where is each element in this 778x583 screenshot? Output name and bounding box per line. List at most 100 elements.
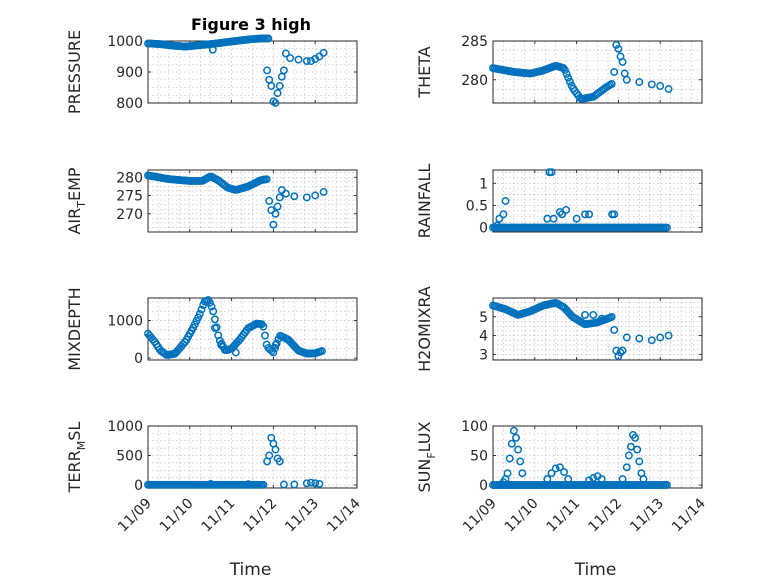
data-point	[263, 66, 272, 75]
data-point	[290, 192, 299, 201]
data-point	[290, 480, 299, 489]
x-tick-label: 11/10	[157, 496, 197, 536]
y-tick-label: 4	[479, 329, 488, 345]
y-tick-label: 1000	[107, 419, 143, 435]
data-point	[597, 475, 606, 484]
y-tick-label: 275	[116, 189, 143, 205]
axes-border	[147, 169, 358, 233]
data-point	[281, 49, 290, 58]
axes-mixdepth: 0 1000 MIXDEPTH	[65, 287, 358, 371]
y-tick-label: 280	[461, 73, 488, 89]
y-tick-label: 50	[470, 449, 488, 465]
data-point	[311, 479, 320, 488]
data-point	[664, 331, 673, 340]
data-point	[271, 344, 280, 352]
data-point	[271, 99, 280, 107]
x-tick-label: 11/12	[585, 496, 625, 536]
data-point	[560, 468, 569, 477]
data-point	[635, 334, 644, 343]
data-point	[631, 433, 640, 442]
x-axis-label: Time	[574, 560, 617, 580]
x-tick-label: 11/14	[669, 495, 709, 535]
data-point	[589, 310, 598, 319]
x-tick-label: 11/12	[240, 496, 280, 536]
data-point	[543, 475, 552, 484]
data-point	[275, 82, 284, 90]
data-point	[626, 442, 635, 451]
data-point	[195, 309, 204, 318]
data-point	[618, 346, 627, 355]
x-tick-label: 11/11	[544, 496, 584, 536]
series-points	[489, 298, 673, 361]
y-axis-label: RAINFALL	[415, 164, 434, 239]
x-axis-label: Time	[229, 560, 272, 580]
data-point	[205, 298, 214, 307]
series-points	[489, 426, 671, 489]
data-point	[209, 307, 218, 316]
data-point	[231, 348, 240, 357]
data-point	[607, 79, 616, 88]
y-tick-label: 800	[116, 96, 143, 112]
data-point	[273, 89, 282, 98]
data-point	[271, 209, 280, 218]
data-point	[560, 66, 569, 75]
data-point	[319, 48, 328, 57]
data-point	[279, 480, 288, 489]
data-point	[549, 214, 558, 223]
data-point	[273, 202, 282, 211]
data-point	[662, 481, 671, 489]
data-point	[501, 197, 510, 205]
axes-border	[147, 297, 358, 361]
series-points	[144, 171, 328, 229]
x-tick-label: 11/13	[627, 496, 667, 536]
y-tick-label: 1000	[107, 314, 143, 330]
data-point	[493, 221, 502, 230]
axes-airtemp: 270 275 280 AIRTEMP	[65, 167, 358, 235]
data-point	[210, 315, 219, 324]
data-point	[261, 331, 269, 340]
data-point	[307, 57, 315, 66]
data-point	[547, 469, 556, 478]
axes-h2omixra: 3 4 5 H2OMIXRA	[415, 286, 703, 372]
data-point	[210, 324, 219, 333]
data-point	[259, 322, 268, 331]
data-point	[656, 333, 665, 342]
y-tick-label: 500	[116, 449, 143, 465]
series-points	[489, 40, 673, 103]
y-tick-label: 1	[479, 176, 488, 192]
y-axis-label: THETA	[415, 46, 434, 98]
y-tick-label: 0	[134, 351, 143, 367]
data-point	[516, 457, 525, 466]
y-axis-label: TERRMSL	[65, 422, 88, 494]
data-point	[610, 68, 619, 76]
data-point	[265, 197, 274, 205]
data-point	[269, 348, 278, 357]
data-point	[317, 347, 326, 356]
data-point	[271, 445, 280, 454]
data-point	[294, 55, 303, 64]
data-point	[614, 44, 623, 53]
series-points	[144, 34, 328, 107]
data-point	[286, 54, 295, 63]
data-point	[647, 80, 656, 89]
axes-pressure: 800 900 1000 PRESSURE	[65, 30, 358, 114]
data-point	[512, 433, 520, 442]
data-point	[618, 57, 627, 66]
data-point	[275, 193, 284, 202]
data-point	[581, 310, 589, 319]
data-point	[272, 339, 281, 348]
data-point	[618, 475, 627, 484]
y-axis-label: AIRTEMP	[65, 167, 88, 234]
data-point	[616, 348, 625, 357]
data-point	[562, 205, 571, 214]
data-point	[610, 325, 619, 334]
data-point	[302, 57, 311, 66]
data-point	[281, 189, 290, 198]
y-axis-label: PRESSURE	[65, 30, 84, 114]
data-point	[662, 223, 671, 232]
data-point	[558, 210, 566, 219]
data-point	[564, 475, 573, 484]
data-point	[635, 78, 644, 87]
data-point	[505, 454, 514, 463]
data-point	[551, 464, 560, 473]
